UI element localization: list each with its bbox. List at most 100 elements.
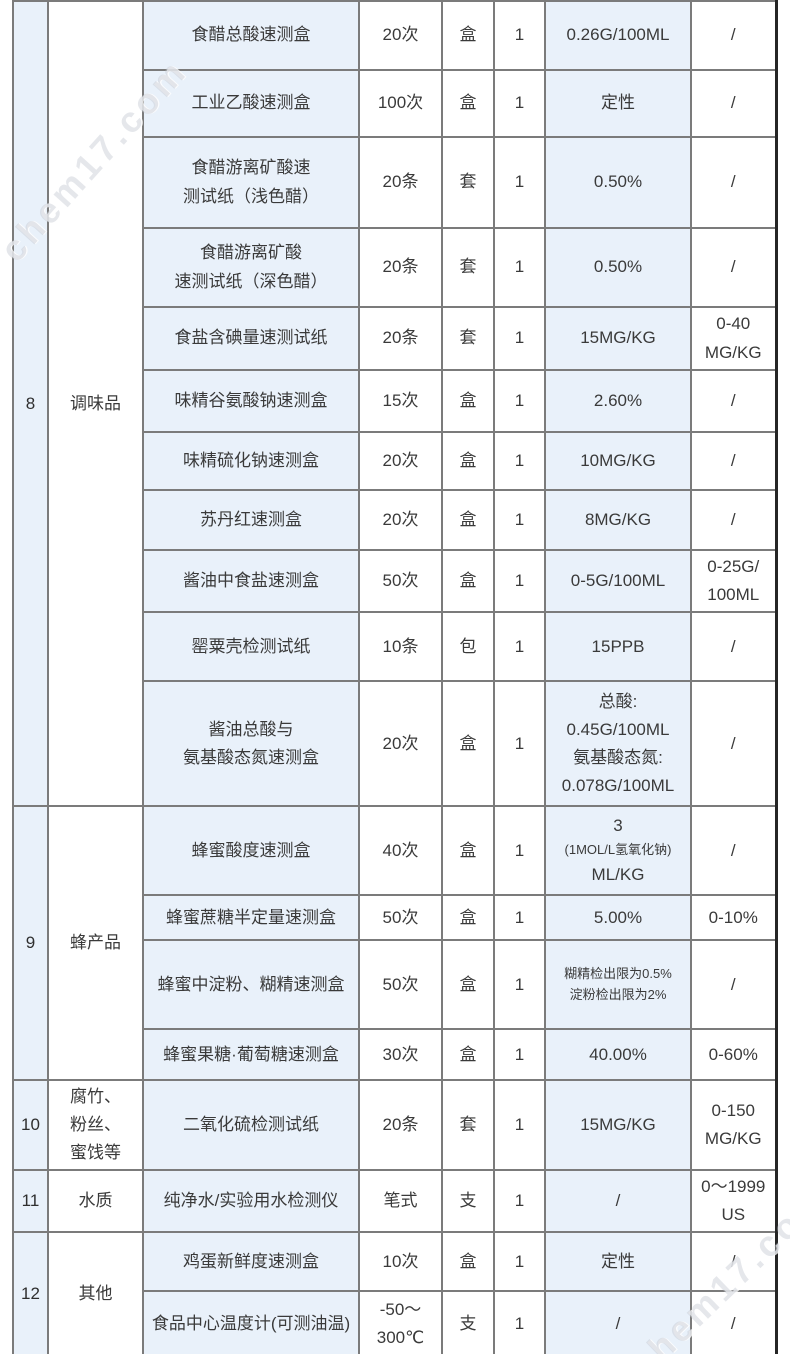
range-cell: / [690, 1290, 777, 1354]
product-name-cell: 食盐含碘量速测试纸 [142, 306, 360, 371]
quantity-cell: 20条 [358, 136, 443, 229]
detection-value-cell: 2.60% [544, 369, 692, 433]
product-name-cell: 蜂蜜果糖·葡萄糖速测盒 [142, 1028, 360, 1082]
range-cell: 0-10% [690, 894, 777, 942]
product-name-cell: 食醋游离矿酸速 测试纸（浅色醋） [142, 136, 360, 229]
category-cell: 调味品 [47, 0, 144, 808]
unit-cell: 套 [441, 227, 495, 308]
detection-value-cell: 8MG/KG [544, 489, 692, 551]
unit-cell: 盒 [441, 939, 495, 1031]
detection-value-cell: 5.00% [544, 894, 692, 942]
range-cell: 0-40 MG/KG [690, 306, 777, 371]
table-row: 酱油中食盐速测盒 50次盒 1 0-5G/100ML 0-25G/100ML [13, 548, 777, 614]
unit-cell: 套 [441, 136, 495, 229]
count-cell: 1 [493, 1169, 546, 1234]
table-row: 食醋游离矿酸速 测试纸（浅色醋） 20条套 1 0.50% / [13, 136, 777, 229]
product-name-cell: 蜂蜜中淀粉、糊精速测盒 [142, 939, 360, 1031]
category-cell: 水质 [47, 1169, 144, 1234]
range-cell: 0-150 MG/KG [690, 1079, 777, 1172]
product-name-cell: 酱油总酸与 氨基酸态氮速测盒 [142, 680, 360, 808]
range-cell: / [690, 611, 777, 683]
quantity-cell: 笔式 [358, 1169, 443, 1234]
product-table-body: 8 调味品 食醋总酸速测盒 20次盒 1 0.26G/100ML / 工业乙酸速测盒 100次盒… [12, 0, 777, 1354]
table-row: 食品中心温度计(可测油温) -50～ 300℃ 支 1// [13, 1290, 777, 1354]
category-cell: 蜂产品 [47, 805, 144, 1082]
product-name-cell: 纯净水/实验用水检测仪 [142, 1169, 360, 1234]
detection-value-cell: 10MG/KG [544, 431, 692, 491]
detection-value-cell: 定性 [544, 1231, 692, 1293]
quantity-cell: 20次 [358, 431, 443, 491]
quantity-cell: 10条 [358, 611, 443, 683]
detection-value-cell: 0.50% [544, 136, 692, 229]
table-row: 8 调味品 食醋总酸速测盒 20次盒 1 0.26G/100ML / [12, 0, 777, 808]
count-cell: 1 [493, 548, 546, 614]
product-name-cell: 食醋总酸速测盒 [142, 0, 360, 71]
detection-value-cell: 15PPB [544, 611, 692, 683]
unit-cell: 包 [441, 611, 495, 683]
product-name-cell: 食品中心温度计(可测油温) [142, 1290, 360, 1354]
range-cell: / [690, 431, 777, 491]
row-number-cell: 12 [12, 1231, 49, 1354]
range-cell: / [690, 680, 777, 808]
table-row: 11 水质 纯净水/实验用水检测仪 笔式支 1/0～1999 US [12, 1169, 777, 1234]
count-cell: 1 [493, 939, 546, 1031]
detection-value-cell: 15MG/KG [544, 1079, 692, 1172]
unit-cell: 套 [441, 1079, 495, 1172]
detection-value-cell: 0-5G/100ML [544, 548, 692, 614]
range-cell: / [690, 805, 777, 897]
unit-cell: 盒 [441, 369, 495, 433]
quantity-cell: 20条 [358, 1079, 443, 1172]
count-cell: 1 [493, 136, 546, 229]
product-name-cell: 味精硫化钠速测盒 [142, 431, 360, 491]
unit-cell: 盒 [441, 894, 495, 942]
unit-cell: 支 [441, 1169, 495, 1234]
product-name-cell: 罂粟壳检测试纸 [142, 611, 360, 683]
table-row: 9 蜂产品 蜂蜜酸度速测盒 40次盒 1 3 (1MOL/L氢氧化钠) ML/KG / [12, 805, 777, 1082]
count-cell: 1 [493, 431, 546, 491]
count-cell: 1 [493, 227, 546, 308]
range-cell: / [690, 369, 777, 433]
table-row: 味精硫化钠速测盒 20次盒 1 10MG/KG / [13, 431, 777, 491]
quantity-cell: 10次 [358, 1231, 443, 1293]
range-cell: / [690, 69, 777, 138]
detection-value-cell: 糊精检出限为0.5% 淀粉检出限为2% [544, 939, 692, 1031]
count-cell: 1 [493, 680, 546, 808]
quantity-cell: 50次 [358, 939, 443, 1031]
product-name-cell: 味精谷氨酸钠速测盒 [142, 369, 360, 433]
quantity-cell: 50次 [358, 548, 443, 614]
table-row: 苏丹红速测盒 20次盒 1 8MG/KG / [13, 489, 777, 551]
row-number-cell: 8 [12, 0, 49, 808]
row-number-cell: 10 [12, 1079, 49, 1172]
detection-value-cell: 0.50% [544, 227, 692, 308]
table-row: 蜂蜜蔗糖半定量速测盒 50次盒 1 5.00% 0-10% [13, 894, 777, 942]
detection-value-cell: 定性 [544, 69, 692, 138]
unit-cell: 盒 [441, 680, 495, 808]
unit-cell: 盒 [441, 489, 495, 551]
category-cell: 其他 [47, 1231, 144, 1354]
product-name-cell: 工业乙酸速测盒 [142, 69, 360, 138]
detection-value-cell: 15MG/KG [544, 306, 692, 371]
table-row: 工业乙酸速测盒 100次盒 1 定性 / [13, 69, 777, 138]
product-name-cell: 鸡蛋新鲜度速测盒 [142, 1231, 360, 1293]
detection-value-cell: 3 (1MOL/L氢氧化钠) ML/KG [544, 805, 692, 897]
range-cell: 0-60% [690, 1028, 777, 1082]
range-cell: / [690, 227, 777, 308]
unit-cell: 套 [441, 306, 495, 371]
quantity-cell: 30次 [358, 1028, 443, 1082]
range-cell: / [690, 0, 777, 71]
count-cell: 1 [493, 69, 546, 138]
count-cell: 1 [493, 306, 546, 371]
table-row: 食醋游离矿酸 速测试纸（深色醋） 20条套 1 0.50% / [13, 227, 777, 308]
unit-cell: 盒 [441, 431, 495, 491]
quantity-cell: 50次 [358, 894, 443, 942]
count-cell: 1 [493, 611, 546, 683]
quantity-cell: 20条 [358, 306, 443, 371]
count-cell: 1 [493, 1290, 546, 1354]
quantity-cell: -50～ 300℃ [358, 1290, 443, 1354]
table-row: 食盐含碘量速测试纸 20条套 1 15MG/KG 0-40 MG/KG [13, 306, 777, 371]
table-row: 10 腐竹、 粉丝、 蜜饯等 二氧化硫检测试纸 20条套 1 15MG/KG 0-150 MG/K… [12, 1079, 777, 1172]
quantity-cell: 15次 [358, 369, 443, 433]
range-cell: / [690, 939, 777, 1031]
unit-cell: 盒 [441, 1028, 495, 1082]
